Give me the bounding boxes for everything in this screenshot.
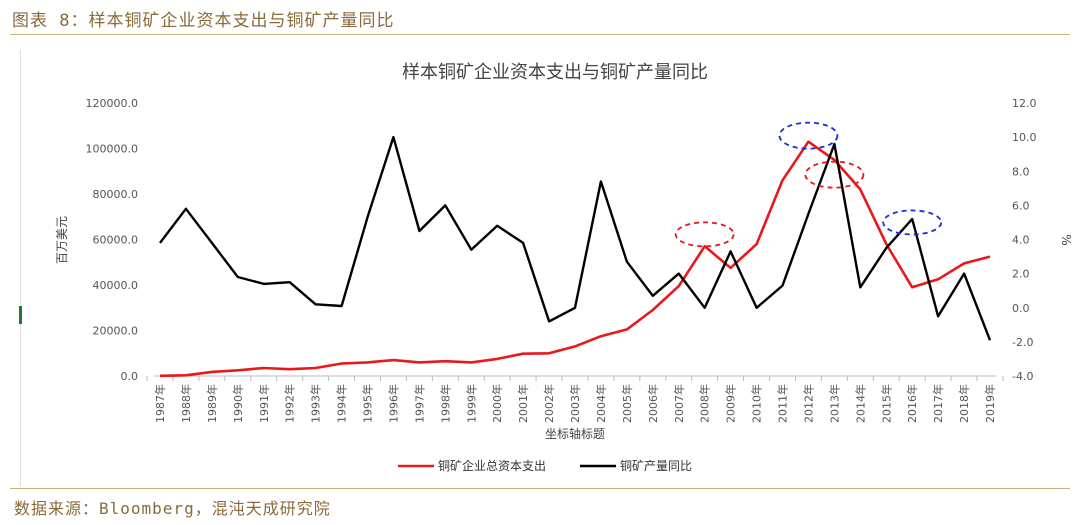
x-tick-label: 2013年 <box>827 384 841 423</box>
x-tick-label: 2016年 <box>905 384 919 423</box>
series-capex-line <box>159 140 991 378</box>
left-axis-ticks: 0.0 20000.0 40000.0 60000.0 80000.0 100000.0 1… <box>86 97 139 383</box>
chart-title: 样本铜矿企业资本支出与铜矿产量同比 <box>402 62 708 83</box>
top-divider <box>10 34 1070 35</box>
x-tick-label: 1993年 <box>309 384 323 423</box>
x-axis <box>146 375 1004 381</box>
x-tick-label: 2007年 <box>672 384 686 423</box>
x-tick-label: 2010年 <box>750 384 764 423</box>
left-tick-label: 0.0 <box>121 370 139 383</box>
series-layer <box>159 135 992 378</box>
x-tick-label: 2015年 <box>879 384 893 423</box>
x-tick-label: 2009年 <box>724 384 738 423</box>
right-tick-label: 4.0 <box>1012 234 1030 247</box>
x-tick-label: 2002年 <box>542 384 556 423</box>
right-tick-label: 10.0 <box>1012 131 1037 144</box>
legend-label-production: 铜矿产量同比 <box>620 458 692 473</box>
x-tick-label: 1991年 <box>257 384 271 423</box>
x-tick-label: 2003年 <box>568 384 582 423</box>
x-tick-label: 2014年 <box>853 384 867 423</box>
x-tick-label: 2012年 <box>801 384 815 423</box>
left-tick-label: 100000.0 <box>86 143 139 156</box>
left-tick-label: 20000.0 <box>93 325 139 338</box>
right-tick-label: -4.0 <box>1012 370 1033 383</box>
x-tick-label: 1994年 <box>335 384 349 423</box>
bottom-divider <box>10 488 1070 489</box>
x-tick-label: 1990年 <box>231 384 245 423</box>
highlight-ellipse <box>804 160 865 189</box>
x-tick-label: 1997年 <box>412 384 426 423</box>
x-tick-label: 1987年 <box>153 384 167 423</box>
right-axis-ticks: -4.0 -2.0 0.0 2.0 4.0 6.0 8.0 10.0 12.0 <box>1012 97 1037 383</box>
chart-frame <box>20 50 1077 486</box>
x-tick-label: 2019年 <box>983 384 997 423</box>
x-tick-label: 1999年 <box>464 384 478 423</box>
x-tick-label: 1988年 <box>179 384 193 423</box>
x-tick-label: 1992年 <box>283 384 297 423</box>
right-axis-title: % <box>1059 234 1073 245</box>
left-tick-label: 60000.0 <box>93 234 139 247</box>
x-tick-label: 2017年 <box>931 384 945 423</box>
side-marker <box>19 306 22 324</box>
x-tick-label: 2001年 <box>516 384 530 423</box>
right-tick-label: 6.0 <box>1012 199 1030 212</box>
series-production-line <box>159 135 992 341</box>
x-tick-label: 1998年 <box>438 384 452 423</box>
highlight-ellipse <box>674 221 735 248</box>
highlight-ellipse <box>882 209 943 236</box>
left-tick-label: 120000.0 <box>86 97 139 110</box>
right-tick-label: 2.0 <box>1012 268 1030 281</box>
x-axis-title: 坐标轴标题 <box>545 426 605 441</box>
figure-title: 图表 8：样本铜矿企业资本支出与铜矿产量同比 <box>12 11 395 31</box>
x-axis-ticks: 1987年 1988年 1989年 1990年 1991年 1992年 1993年 1994年… <box>153 384 997 423</box>
left-tick-label: 80000.0 <box>93 188 139 201</box>
x-tick-label: 2011年 <box>776 384 790 423</box>
right-tick-label: 8.0 <box>1012 165 1030 178</box>
right-tick-label: 12.0 <box>1012 97 1037 110</box>
x-tick-label: 2000年 <box>490 384 504 423</box>
highlight-ellipse <box>778 121 839 150</box>
x-tick-label: 2008年 <box>698 384 712 423</box>
right-tick-label: -2.0 <box>1012 336 1033 349</box>
left-tick-label: 40000.0 <box>93 279 139 292</box>
x-tick-label: 1995年 <box>361 384 375 423</box>
x-tick-label: 2004年 <box>594 384 608 423</box>
x-tick-label: 2006年 <box>646 384 660 423</box>
source-note: 数据来源：Bloomberg，混沌天成研究院 <box>14 499 331 518</box>
left-axis-title: 百万美元 <box>55 216 69 264</box>
x-tick-label: 1989年 <box>205 384 219 423</box>
highlight-ellipses <box>674 121 943 248</box>
x-tick-label: 1996年 <box>386 384 400 423</box>
right-tick-label: 0.0 <box>1012 302 1030 315</box>
x-tick-label: 2018年 <box>957 384 971 423</box>
legend-label-capex: 铜矿企业总资本支出 <box>438 458 546 473</box>
legend: 铜矿企业总资本支出 铜矿产量同比 <box>398 458 692 473</box>
x-tick-label: 2005年 <box>620 384 634 423</box>
